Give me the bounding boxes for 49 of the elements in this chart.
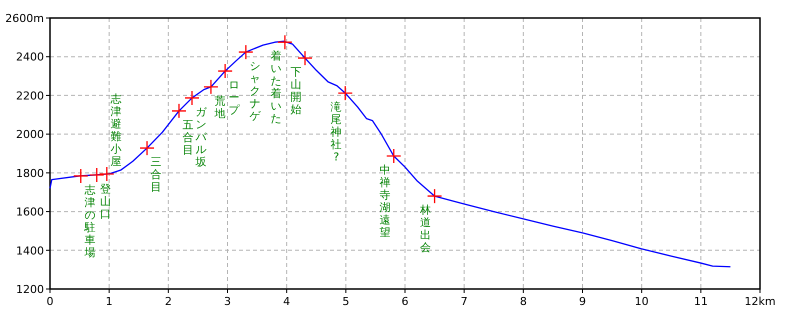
y-tick-label: 1200: [16, 283, 44, 296]
x-tick-label: 8: [520, 295, 527, 308]
point: [277, 34, 293, 50]
y-tick-label: 2000: [16, 128, 44, 142]
point: [184, 90, 200, 106]
point: [89, 167, 104, 183]
annotation: 着いた着いた: [270, 50, 282, 126]
point: [139, 140, 155, 156]
y-tick-label: 1600: [16, 206, 44, 219]
annotation: 中禅寺湖遠望: [379, 164, 390, 240]
point: [297, 50, 313, 66]
point: [386, 148, 402, 164]
annotation: シャクナゲ: [249, 60, 262, 123]
x-tick-label: 10: [634, 295, 649, 308]
x-tick-label: 5: [342, 295, 350, 308]
y-tick-label: 1800: [16, 166, 44, 180]
y-tick-label: 2400: [16, 50, 44, 64]
point: [338, 85, 353, 101]
x-tick-label: 4: [283, 295, 290, 308]
x-tick-label: 1: [106, 295, 113, 308]
x-tick-label: 12km: [744, 295, 776, 308]
x-tick-label: 2: [164, 295, 172, 308]
y-tick-label: 2600m: [5, 12, 44, 25]
x-tick-label: 7: [460, 295, 468, 308]
annotation: 下山開始: [290, 66, 302, 116]
annotation: 林道出会: [419, 204, 432, 254]
annotation: ガンバル坂: [194, 105, 208, 168]
x-tick-label: 0: [46, 295, 54, 308]
x-tick-label: 6: [402, 295, 408, 308]
point: [426, 188, 442, 204]
x-tick-label: 9: [579, 295, 586, 308]
annotation: 登山口: [100, 182, 112, 220]
x-tick-label: 3: [224, 295, 231, 308]
annotation: 滝尾神社?: [330, 100, 342, 164]
annotation: 荒地: [213, 94, 226, 120]
annotation: 志津の駐車場: [83, 183, 96, 259]
point: [203, 79, 219, 95]
x-tick-label: 11: [694, 295, 708, 308]
annotation: 五合目: [182, 118, 194, 156]
annotation: ロープ: [228, 78, 241, 117]
point: [238, 44, 254, 60]
point: [99, 166, 114, 182]
y-tick-label: 1400: [16, 244, 44, 258]
y-tick-label: 2200: [16, 89, 44, 102]
annotation: 志津避難小屋: [110, 92, 122, 168]
annotation: 三合目: [150, 156, 162, 194]
point: [171, 103, 187, 119]
point: [217, 63, 233, 79]
point: [73, 168, 88, 184]
